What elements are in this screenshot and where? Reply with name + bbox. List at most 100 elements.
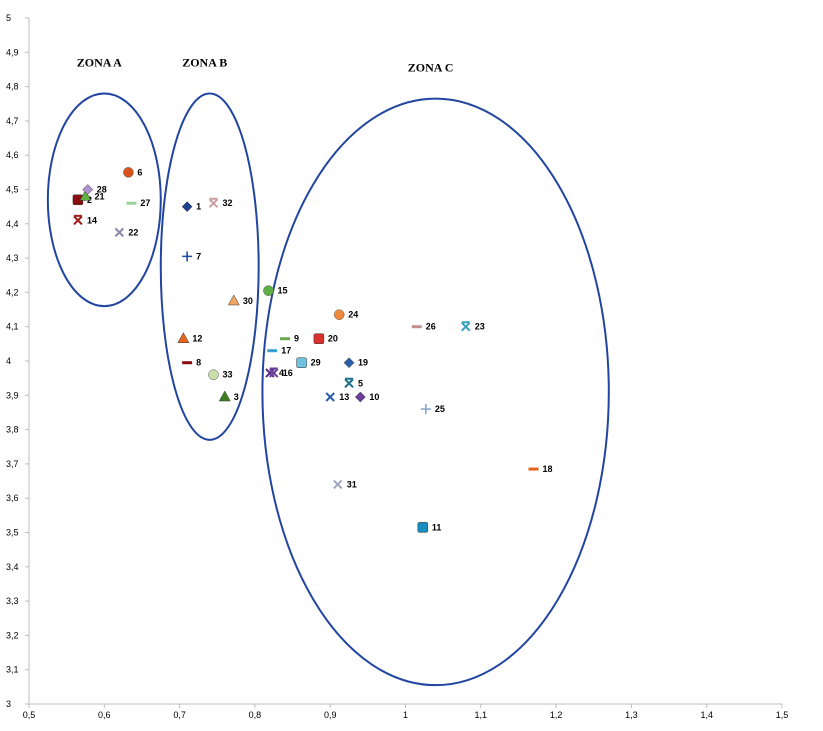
data-label-22: 22 — [128, 227, 138, 237]
data-point-4 — [265, 368, 275, 378]
data-label-3: 3 — [234, 392, 239, 402]
data-point-17 — [267, 349, 278, 353]
data-label-17: 17 — [281, 346, 291, 356]
x-tick-label: 0,7 — [173, 710, 186, 720]
y-tick-label: 4,9 — [6, 47, 19, 57]
data-point-27 — [126, 201, 137, 205]
data-point-29 — [296, 357, 307, 368]
y-tick-label: 3 — [6, 699, 11, 709]
data-label-28: 28 — [97, 185, 107, 195]
data-label-7: 7 — [196, 251, 201, 261]
data-point-6 — [123, 167, 134, 178]
data-point-15 — [263, 285, 274, 296]
data-label-31: 31 — [347, 479, 357, 489]
data-point-7 — [182, 251, 193, 262]
y-tick-label: 4,8 — [6, 82, 19, 92]
x-axis-ticks: 0,5 0,6 0,7 0,8 0,9 1 1,1 1,2 1,3 1,4 1,5 — [23, 704, 789, 720]
zone-ellipse-2 — [159, 92, 260, 441]
data-point-1 — [181, 201, 193, 213]
data-label-23: 23 — [475, 322, 485, 332]
data-point-8 — [182, 361, 193, 365]
data-point-21 — [79, 189, 92, 201]
zones: ZONA A ZONA B ZONA C — [46, 55, 610, 687]
data-point-19 — [343, 357, 355, 369]
data-point-16 — [269, 367, 279, 378]
data-label-12: 12 — [192, 334, 202, 344]
data-label-1: 1 — [196, 202, 201, 212]
x-tick-label: 1 — [403, 710, 408, 720]
zone-ellipse-3 — [261, 97, 610, 687]
x-tick-label: 1,5 — [776, 710, 789, 720]
zone-label-1: ZONA A — [77, 55, 122, 69]
data-label-32: 32 — [222, 198, 232, 208]
y-tick-label: 3,7 — [6, 459, 19, 469]
data-label-25: 25 — [435, 404, 445, 414]
y-tick-label: 3,3 — [6, 596, 19, 606]
data-point-10 — [354, 391, 366, 403]
data-points: 1234567891011121314151617181920212223242… — [72, 167, 553, 533]
data-label-4: 4 — [279, 368, 284, 378]
x-tick-label: 1,1 — [475, 710, 488, 720]
y-tick-label: 4,5 — [6, 185, 19, 195]
y-tick-label: 4,7 — [6, 116, 19, 126]
y-tick-label: 3,6 — [6, 493, 19, 503]
data-label-30: 30 — [243, 296, 253, 306]
data-label-33: 33 — [222, 370, 232, 380]
zone-label-3: ZONA C — [408, 61, 454, 75]
data-label-10: 10 — [369, 392, 379, 402]
x-tick-label: 0,9 — [324, 710, 337, 720]
data-point-26 — [411, 325, 422, 329]
data-point-11 — [417, 522, 429, 533]
x-tick-label: 0,8 — [249, 710, 262, 720]
data-label-19: 19 — [358, 358, 368, 368]
data-label-13: 13 — [339, 392, 349, 402]
zone-ellipse-1 — [46, 92, 162, 308]
y-tick-label: 3,1 — [6, 665, 19, 675]
data-label-26: 26 — [426, 322, 436, 332]
data-point-9 — [280, 337, 291, 341]
data-label-9: 9 — [294, 334, 299, 344]
y-tick-label: 4,3 — [6, 253, 19, 263]
x-tick-label: 1,3 — [625, 710, 638, 720]
data-label-24: 24 — [348, 310, 358, 320]
data-label-8: 8 — [196, 358, 201, 368]
y-tick-label: 3,5 — [6, 528, 19, 538]
data-label-27: 27 — [140, 198, 150, 208]
data-point-25 — [420, 404, 431, 415]
zone-label-2: ZONA B — [182, 55, 227, 69]
y-tick-label: 3,4 — [6, 562, 19, 572]
y-tick-label: 3,2 — [6, 630, 19, 640]
data-label-18: 18 — [543, 464, 553, 474]
y-tick-label: 4,6 — [6, 150, 19, 160]
x-tick-label: 0,5 — [23, 710, 36, 720]
data-point-24 — [333, 309, 345, 320]
data-point-18 — [528, 467, 539, 471]
data-label-20: 20 — [328, 334, 338, 344]
y-tick-label: 4,1 — [6, 322, 19, 332]
data-point-23 — [461, 321, 471, 332]
y-tick-label: 4,4 — [6, 219, 19, 229]
x-tick-label: 1,2 — [550, 710, 563, 720]
data-point-30 — [227, 294, 240, 306]
data-point-13 — [325, 392, 335, 402]
data-label-15: 15 — [277, 286, 287, 296]
x-tick-label: 0,6 — [98, 710, 111, 720]
data-label-29: 29 — [311, 358, 321, 368]
data-label-14: 14 — [87, 215, 97, 225]
data-point-32 — [208, 197, 219, 208]
y-axis-ticks: 3 3,1 3,2 3,3 3,4 3,5 3,6 3,7 3,8 3,9 4 4,1 4,2 4,3 4,… — [6, 13, 29, 709]
data-label-6: 6 — [137, 167, 142, 177]
y-tick-label: 5 — [6, 13, 11, 23]
y-tick-label: 3,8 — [6, 425, 19, 435]
y-tick-label: 4 — [6, 356, 11, 366]
data-label-5: 5 — [358, 378, 363, 388]
data-point-20 — [313, 333, 325, 344]
data-point-5 — [344, 377, 354, 389]
data-point-3 — [218, 390, 231, 402]
y-tick-label: 4,2 — [6, 287, 19, 297]
data-point-33 — [208, 369, 219, 380]
x-tick-label: 1,4 — [700, 710, 713, 720]
data-point-28 — [82, 184, 94, 195]
